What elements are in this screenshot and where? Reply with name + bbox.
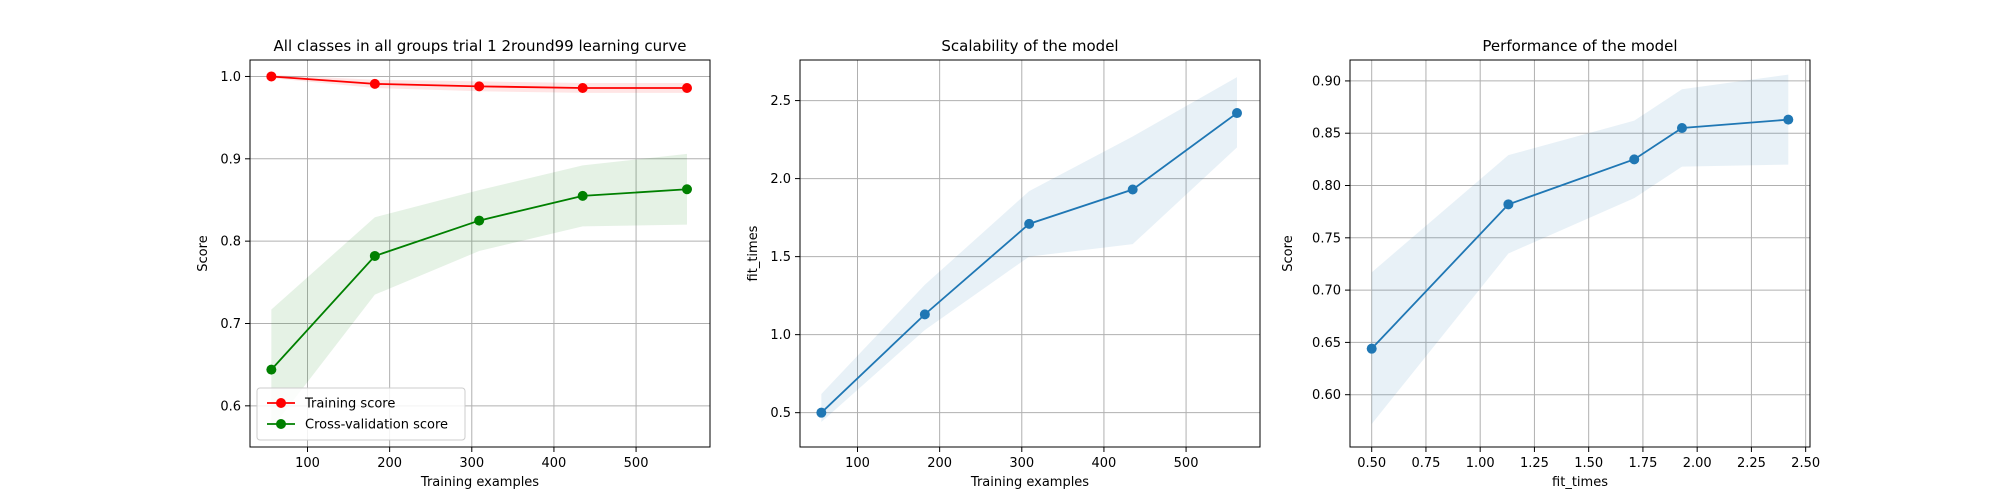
x-tick-label: 1.75 — [1628, 456, 1657, 471]
data-point — [919, 309, 930, 320]
data-point — [266, 71, 277, 82]
data-point — [577, 82, 588, 93]
y-tick-label: 0.6 — [220, 399, 241, 414]
x-axis-label: Training examples — [420, 475, 539, 490]
data-point — [266, 364, 277, 375]
chart-title: Scalability of the model — [941, 37, 1118, 55]
series-line-1 — [820, 112, 1238, 414]
chart-title: Performance of the model — [1482, 37, 1677, 55]
data-point — [682, 184, 692, 195]
x-tick-label: 1.50 — [1574, 456, 1603, 471]
x-axis-label: Training examples — [970, 475, 1089, 490]
confidence-band-series-2 — [271, 153, 687, 429]
x-tick-label: 300 — [459, 456, 484, 471]
x-tick-label: 1.25 — [1520, 456, 1549, 471]
y-tick-label: 2.5 — [770, 94, 791, 109]
x-tick-label: 500 — [624, 456, 649, 471]
data-point — [1127, 184, 1138, 195]
confidence-band-series-1 — [821, 77, 1237, 423]
data-point — [1024, 218, 1035, 229]
y-axis-label: Score — [196, 235, 211, 271]
x-tick-label: 300 — [1009, 456, 1034, 471]
data-point — [1783, 114, 1794, 125]
chart-panel-2: 100 200 300 400 500 0.5 1.0 1.5 2.0 2.5 Scalabilit… — [746, 37, 1261, 490]
confidence-band-series-1 — [1371, 74, 1789, 424]
x-tick-label: 0.50 — [1357, 456, 1386, 471]
y-tick-label: 0.65 — [1312, 336, 1341, 351]
data-point — [369, 250, 380, 261]
y-tick-label: 1.0 — [770, 328, 791, 343]
x-tick-label: 1.00 — [1466, 456, 1495, 471]
y-tick-label: 0.9 — [220, 152, 241, 167]
x-tick-label: 2.00 — [1683, 456, 1712, 471]
y-tick-label: 2.0 — [770, 172, 791, 187]
legend-box — [256, 387, 466, 441]
legend: Training score Cross-validation score — [256, 387, 466, 441]
y-tick-label: 0.90 — [1312, 74, 1341, 89]
data-point — [1503, 199, 1514, 210]
y-axis-label: fit_times — [746, 225, 761, 281]
chart-panel-1: 100 200 300 400 500 0.6 0.7 0.8 0.9 1.0 All classe… — [196, 37, 711, 490]
axes-frame — [1349, 59, 1811, 448]
y-tick-label: 0.85 — [1312, 127, 1341, 142]
y-axis-label: Score — [1281, 235, 1296, 271]
y-tick-label: 0.8 — [220, 235, 241, 250]
y-tick-label: 0.5 — [770, 406, 791, 421]
chart-panel-3: 0.50 0.75 1.00 1.25 1.50 1.75 2.00 2.25 2.50 0.60… — [1281, 37, 1820, 490]
data-point — [577, 190, 588, 201]
x-tick-label: 100 — [295, 456, 320, 471]
axes-frame — [799, 59, 1261, 448]
y-tick-label: 0.70 — [1312, 284, 1341, 299]
data-point — [682, 82, 692, 93]
legend-swatch-marker — [276, 419, 286, 429]
data-point — [369, 78, 380, 89]
y-tick-label: 0.80 — [1312, 179, 1341, 194]
x-tick-label: 2.50 — [1791, 456, 1820, 471]
legend-entry-label: Training score — [304, 397, 395, 412]
x-tick-label: 200 — [927, 456, 952, 471]
legend-swatch-marker — [276, 398, 286, 408]
y-tick-label: 0.60 — [1312, 388, 1341, 403]
x-axis-label: fit_times — [1552, 475, 1608, 490]
y-tick-label: 0.7 — [220, 317, 241, 332]
x-tick-label: 0.75 — [1411, 456, 1440, 471]
data-point — [1232, 108, 1242, 119]
data-point — [474, 81, 485, 92]
chart-title: All classes in all groups trial 1 2round… — [274, 37, 687, 55]
x-tick-label: 400 — [542, 456, 567, 471]
axes-frame — [249, 59, 711, 448]
x-tick-label: 100 — [845, 456, 870, 471]
y-tick-label: 1.0 — [220, 70, 241, 85]
x-tick-label: 2.25 — [1737, 456, 1766, 471]
x-tick-label: 500 — [1174, 456, 1199, 471]
y-tick-label: 1.5 — [770, 250, 791, 265]
y-tick-label: 0.75 — [1312, 231, 1341, 246]
data-point — [1366, 343, 1377, 354]
data-point — [816, 407, 827, 418]
data-point — [474, 215, 485, 226]
data-point — [1629, 154, 1640, 165]
legend-entry-label: Cross-validation score — [305, 418, 448, 433]
x-tick-label: 200 — [377, 456, 402, 471]
data-point — [1676, 122, 1687, 133]
x-tick-label: 400 — [1092, 456, 1117, 471]
